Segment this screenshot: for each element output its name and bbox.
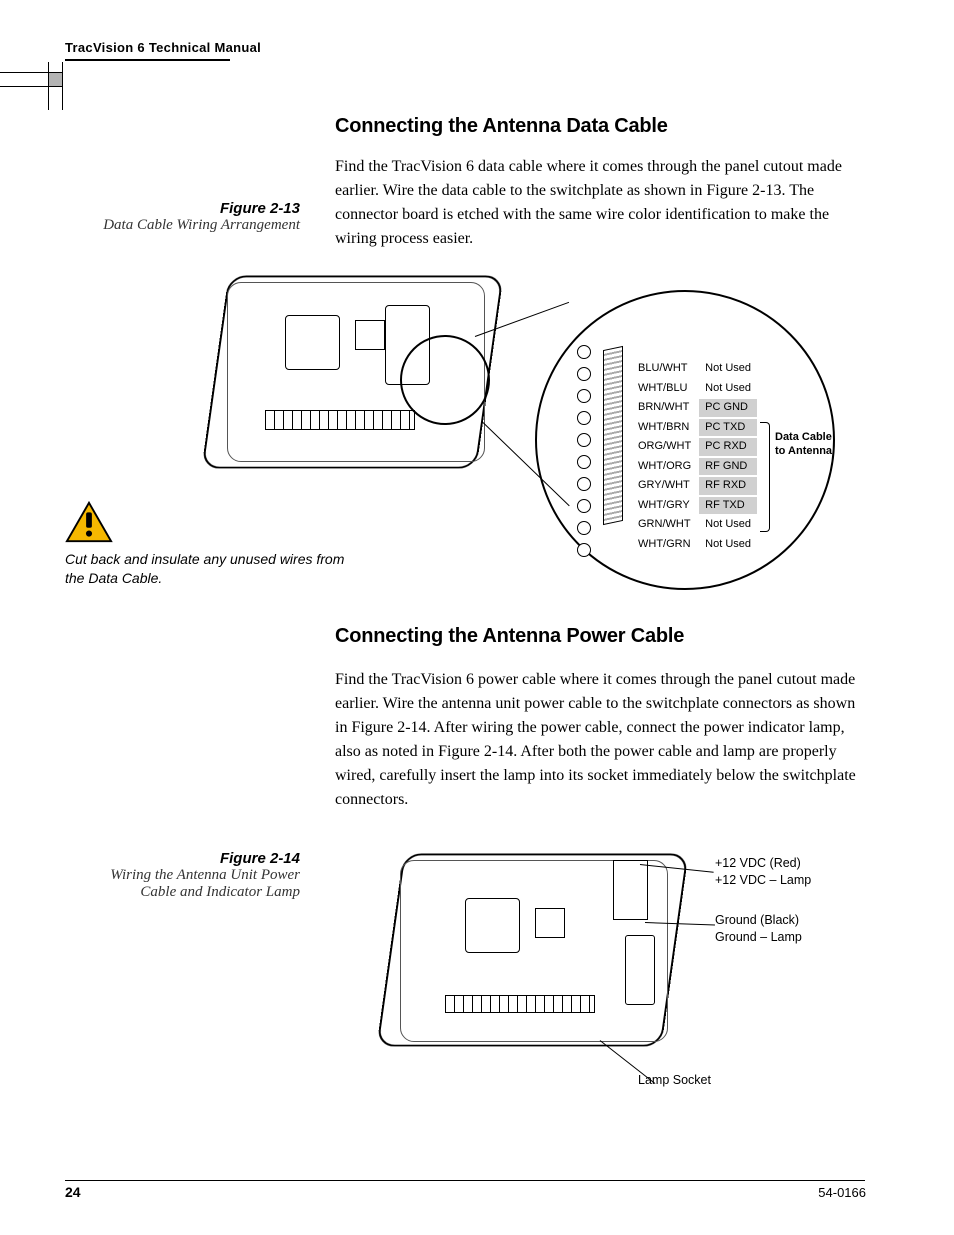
wire-color-label: WHT/ORG	[632, 458, 697, 476]
label-line: +12 VDC (Red)	[715, 855, 811, 872]
component-block	[285, 315, 340, 370]
wire-color-label: WHT/GRY	[632, 497, 697, 515]
warning-triangle-icon	[65, 500, 113, 544]
header-rule	[65, 59, 230, 61]
power-connector-block	[613, 860, 648, 920]
terminal-screws	[577, 345, 609, 525]
component-block	[465, 898, 520, 953]
wire-color-label: ORG/WHT	[632, 438, 697, 456]
wire-function-label: Not Used	[699, 360, 757, 378]
warning-text: Cut back and insulate any unused wires f…	[65, 550, 345, 588]
section-heading: Connecting the Antenna Power Cable	[335, 625, 684, 648]
callout-line: Data Cable	[775, 431, 832, 443]
callout-line: to Antenna	[775, 445, 832, 457]
label-line: +12 VDC – Lamp	[715, 872, 811, 889]
wire-function-label: RF RXD	[699, 477, 757, 495]
wire-color-label: WHT/BLU	[632, 380, 697, 398]
wire-color-label: GRY/WHT	[632, 477, 697, 495]
zoom-source-circle	[400, 335, 490, 425]
wire-function-label: RF GND	[699, 458, 757, 476]
wire-function-label: PC RXD	[699, 438, 757, 456]
wire-function-label: Not Used	[699, 536, 757, 554]
wire-function-label: PC TXD	[699, 419, 757, 437]
figure-number: Figure 2-14	[90, 850, 300, 867]
figure-2-14-diagram: +12 VDC (Red) +12 VDC – Lamp Ground (Bla…	[370, 840, 830, 1100]
wire-function-label: Not Used	[699, 380, 757, 398]
lamp-socket-block	[625, 935, 655, 1005]
figure-caption: Wiring the Antenna Unit Power Cable and …	[90, 867, 300, 901]
label-line: Ground (Black)	[715, 912, 802, 929]
callout-bracket	[760, 422, 770, 532]
wire-color-label: WHT/BRN	[632, 419, 697, 437]
wire-color-label: BRN/WHT	[632, 399, 697, 417]
wire-color-table: BLU/WHTNot UsedWHT/BLUNot UsedBRN/WHTPC …	[630, 358, 759, 555]
section-heading: Connecting the Antenna Data Cable	[335, 115, 668, 138]
figure-2-14-caption: Figure 2-14 Wiring the Antenna Unit Powe…	[90, 850, 300, 901]
section-body-text: Find the TracVision 6 power cable where …	[335, 668, 865, 812]
power-label-ground: Ground (Black) Ground – Lamp	[715, 912, 802, 946]
power-label-12v: +12 VDC (Red) +12 VDC – Lamp	[715, 855, 811, 889]
footer-rule	[65, 1180, 865, 1181]
component-block	[355, 320, 385, 350]
wire-color-label: WHT/GRN	[632, 536, 697, 554]
running-header: TracVision 6 Technical Manual	[65, 40, 261, 55]
page-number: 24	[65, 1184, 81, 1200]
label-line: Ground – Lamp	[715, 929, 802, 946]
crop-registration-mark	[0, 62, 80, 92]
terminal-strip	[265, 410, 415, 430]
figure-number: Figure 2-13	[90, 200, 300, 217]
component-block	[535, 908, 565, 938]
data-cable-callout: Data Cable to Antenna	[775, 430, 845, 459]
wire-function-label: Not Used	[699, 516, 757, 534]
wire-function-label: RF TXD	[699, 497, 757, 515]
figure-2-13-caption: Figure 2-13 Data Cable Wiring Arrangemen…	[90, 200, 300, 234]
warning-note: Cut back and insulate any unused wires f…	[65, 500, 345, 588]
section-body-text: Find the TracVision 6 data cable where i…	[335, 155, 865, 251]
terminal-strip	[445, 995, 595, 1013]
wire-function-label: PC GND	[699, 399, 757, 417]
wire-color-label: BLU/WHT	[632, 360, 697, 378]
figure-caption: Data Cable Wiring Arrangement	[90, 217, 300, 234]
lamp-socket-label: Lamp Socket	[638, 1072, 711, 1089]
wire-color-label: GRN/WHT	[632, 516, 697, 534]
document-number: 54-0166	[818, 1185, 866, 1200]
